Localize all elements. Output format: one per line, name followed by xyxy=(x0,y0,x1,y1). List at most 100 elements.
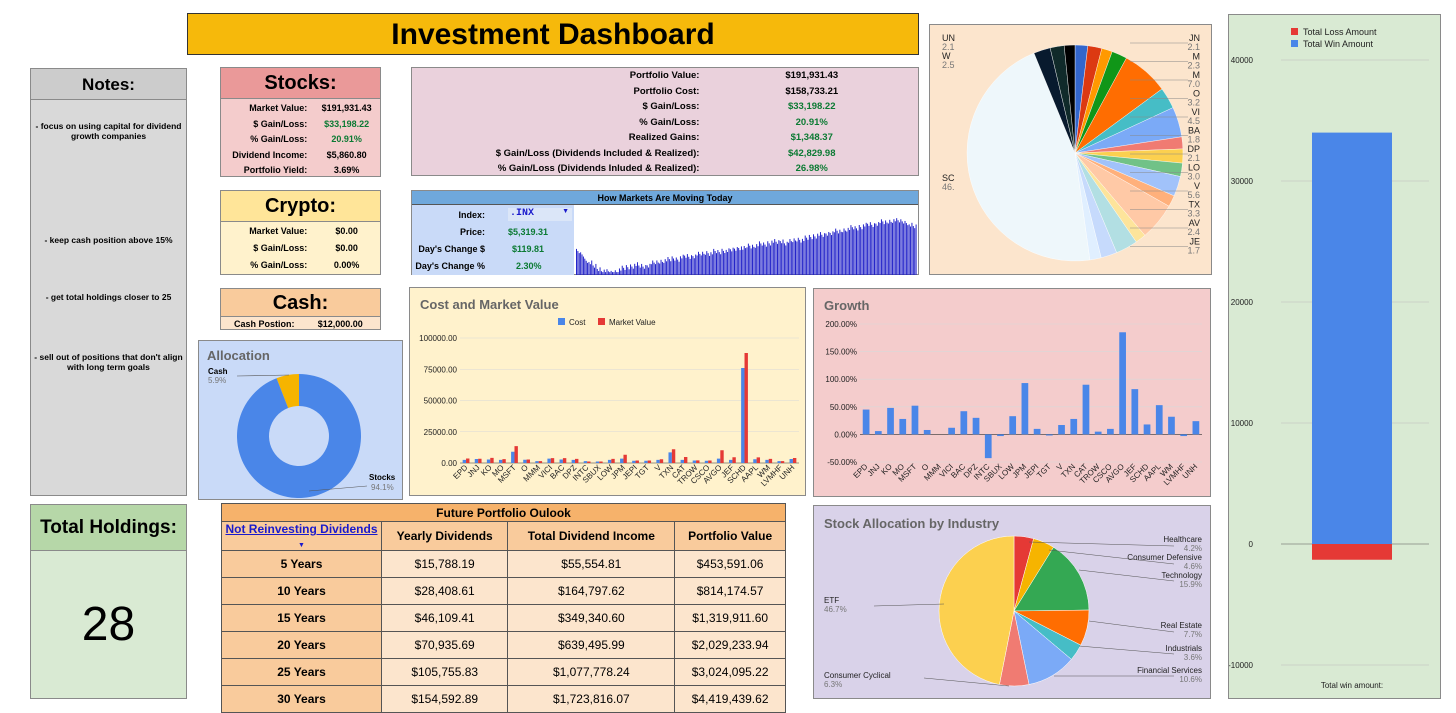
stock-metric-value: 3.69% xyxy=(333,165,360,175)
pie-label: Consumer Defensive xyxy=(1127,553,1202,562)
pie-pct: 2.1 xyxy=(1187,42,1200,52)
bar xyxy=(997,434,1004,437)
y-tick-label: 0.00 xyxy=(441,459,457,468)
pie-pct: 5.6 xyxy=(1187,190,1200,200)
spark-bar xyxy=(749,245,751,275)
pie-label: Healthcare xyxy=(1163,535,1202,544)
table-row: 10 Years $28,408.61 $164,797.62 $814,174.57 xyxy=(221,577,786,605)
bar xyxy=(623,454,627,463)
spark-bar xyxy=(880,219,882,275)
spark-bar xyxy=(689,258,691,275)
spark-bar xyxy=(734,248,735,275)
y-tick-label: -10000 xyxy=(1229,661,1254,670)
portfolio-metric-row: Portfolio Cost: $158,733.21 xyxy=(412,86,918,97)
spark-bar xyxy=(811,239,813,275)
chevron-down-icon[interactable]: ▼ xyxy=(298,542,305,549)
spark-bar xyxy=(782,239,784,275)
spark-bar xyxy=(856,228,857,275)
spark-bar xyxy=(904,220,906,275)
bar xyxy=(1131,389,1139,435)
bar xyxy=(486,459,491,463)
spark-bar xyxy=(867,223,869,275)
portfolio-metric-value: $33,198.22 xyxy=(787,101,836,112)
portfolio-metric-label: Realized Gains: xyxy=(628,132,700,143)
spark-bar xyxy=(747,243,749,275)
row-label: 30 Years xyxy=(221,685,382,713)
bar xyxy=(587,461,591,463)
reinvest-dropdown[interactable]: Not Reinvesting Dividends ▼ xyxy=(221,521,382,551)
spark-bar xyxy=(697,251,699,275)
spark-bar xyxy=(621,265,623,275)
x-tick-label: V xyxy=(1055,462,1066,473)
bar xyxy=(683,457,688,463)
leader-line xyxy=(1028,541,1175,547)
spark-bar xyxy=(799,239,801,275)
bar xyxy=(1168,416,1175,435)
spark-bar xyxy=(677,259,679,275)
index-select[interactable]: .INX ▼ xyxy=(508,208,572,221)
allocation-panel: Allocation Cash 5.9% Stocks 94.1% xyxy=(198,340,403,500)
spark-bar xyxy=(846,231,848,275)
spark-bar xyxy=(774,239,776,275)
y-tick-label: 150.00% xyxy=(825,348,857,357)
spark-bar xyxy=(596,268,598,275)
portfolio-metric-row: Realized Gains: $1,348.37 xyxy=(412,132,918,143)
spark-bar xyxy=(885,220,887,275)
pie-pct: 2.4 xyxy=(1187,227,1200,237)
bar xyxy=(1094,431,1102,435)
pie-label: JN xyxy=(1189,33,1200,43)
spark-bar xyxy=(675,257,677,275)
pie-pct: 2.1 xyxy=(942,42,955,52)
pie-pct: 6.3% xyxy=(824,680,842,689)
y-tick-label: -50.00% xyxy=(827,458,857,467)
y-tick-label: 10000 xyxy=(1231,419,1254,428)
y-tick-label: 200.00% xyxy=(825,320,857,329)
bar xyxy=(756,457,761,463)
spark-bar xyxy=(728,248,730,275)
change-label: Day's Change $ xyxy=(418,244,485,254)
spark-bar xyxy=(910,226,912,275)
bar xyxy=(644,460,648,463)
spark-bar xyxy=(605,272,607,275)
spark-bar xyxy=(635,265,637,275)
x-tick-label: TGT xyxy=(1035,462,1053,480)
spark-bar xyxy=(688,256,690,275)
cash-row: Cash Postion: $12,000.00 xyxy=(221,319,380,329)
spark-bar xyxy=(709,255,711,275)
bar xyxy=(741,368,745,463)
spark-bar xyxy=(847,227,849,275)
bar xyxy=(632,460,636,463)
spark-bar xyxy=(649,263,651,275)
legend-swatch-win xyxy=(1291,40,1298,47)
spark-bar xyxy=(785,245,787,275)
pie-pct: 2.1 xyxy=(1187,153,1200,163)
x-tick-label: UNH xyxy=(1181,462,1200,481)
leader-line xyxy=(1078,645,1175,655)
bar xyxy=(526,459,530,463)
cash-panel: Cash: Cash Postion: $12,000.00 xyxy=(220,288,381,330)
growth-panel: Growth -50.00% 0.00% 50.00% 100.00% 150.00% 2… xyxy=(813,288,1211,497)
spark-bar xyxy=(584,258,586,275)
spark-bar xyxy=(851,227,853,275)
spark-bar xyxy=(854,226,856,275)
spark-bar xyxy=(727,252,729,275)
pie-slice xyxy=(1063,44,1076,154)
pie-label: SC xyxy=(942,173,955,183)
stock-metric-label: % Gain/Loss: xyxy=(250,134,308,144)
spark-bar xyxy=(761,245,763,275)
chevron-down-icon[interactable]: ▼ xyxy=(562,208,569,215)
stock-metric-row: Market Value: $191,931.43 xyxy=(221,103,380,113)
spark-bar xyxy=(648,267,650,275)
spark-bar xyxy=(840,231,842,275)
spark-bar xyxy=(595,263,597,275)
bar xyxy=(668,452,672,463)
holdings-count: 28 xyxy=(81,598,136,651)
spark-bar xyxy=(890,221,892,275)
spark-bar xyxy=(656,260,658,275)
spark-bar xyxy=(864,226,866,275)
row-label: 5 Years xyxy=(221,550,382,578)
win-bar xyxy=(1312,132,1392,544)
bar xyxy=(535,461,539,463)
spark-bar xyxy=(578,253,580,275)
table-cell: $4,419,439.62 xyxy=(674,685,786,713)
